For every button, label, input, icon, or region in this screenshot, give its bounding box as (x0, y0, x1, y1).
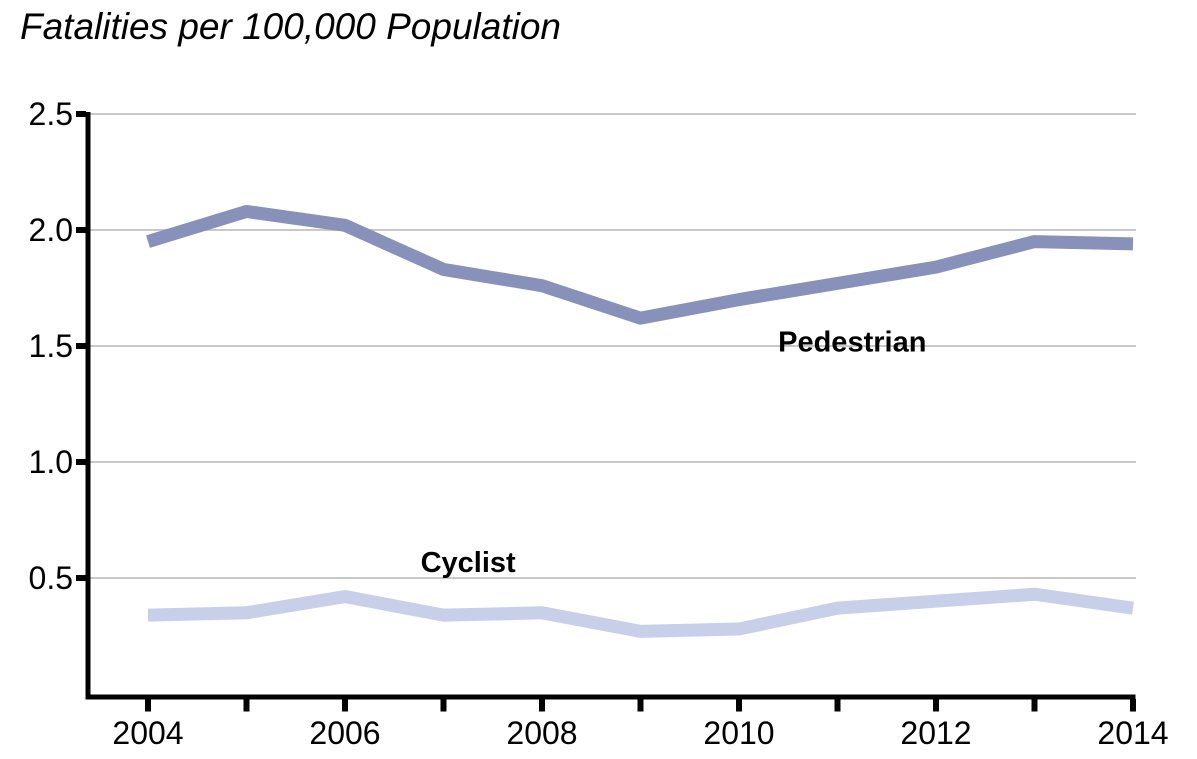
cyclist-line (147, 587, 1134, 638)
pedestrian-line (146, 204, 1134, 325)
x-tick-label: 2014 (1097, 715, 1168, 751)
x-tick-label: 2008 (506, 715, 577, 751)
x-tick-label: 2006 (309, 715, 380, 751)
x-tick-label: 2012 (900, 715, 971, 751)
x-tick-label: 2004 (112, 715, 183, 751)
pedestrian-label: Pedestrian (778, 326, 926, 358)
y-tick-label: 1.5 (29, 328, 73, 364)
y-tick-label: 2.0 (29, 212, 73, 248)
y-tick-label: 2.5 (29, 96, 73, 132)
cyclist-label: Cyclist (421, 547, 516, 579)
chart-title: Fatalities per 100,000 Population (20, 6, 561, 47)
x-tick-label: 2010 (703, 715, 774, 751)
y-tick-label: 0.5 (29, 560, 73, 596)
y-tick-label: 1.0 (29, 444, 73, 480)
